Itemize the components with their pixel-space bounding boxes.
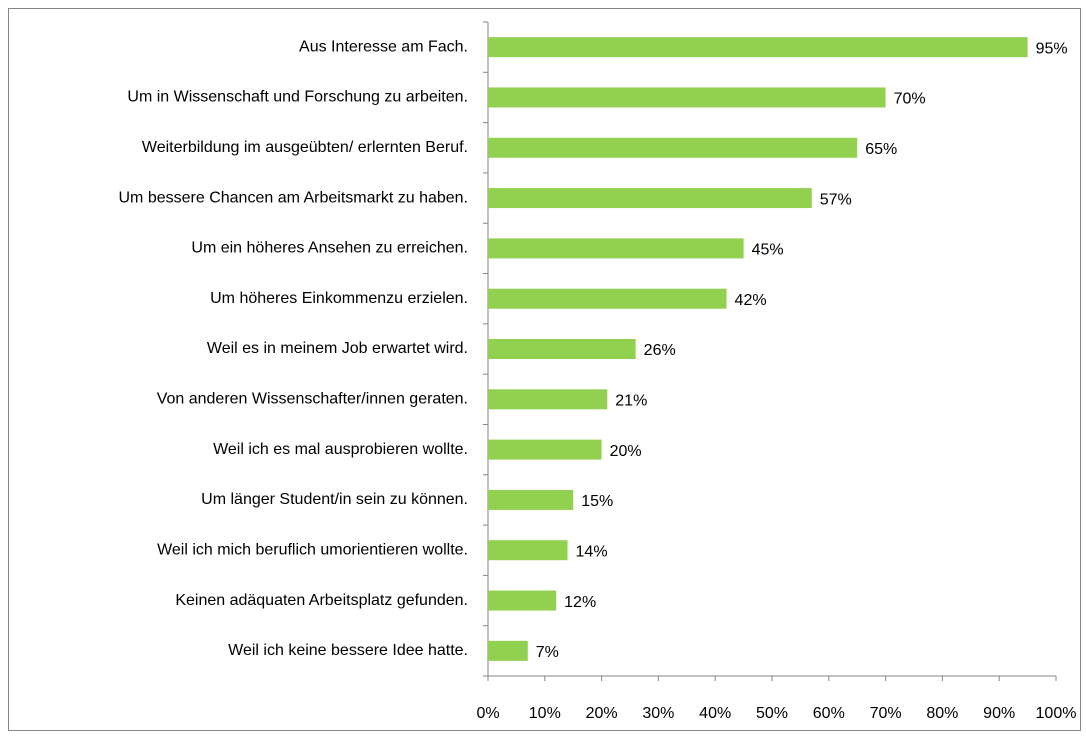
bar xyxy=(488,137,858,158)
bar xyxy=(488,238,744,259)
y-tick-label: Weil ich keine bessere Idee hatte. xyxy=(228,642,468,659)
bar xyxy=(488,37,1028,58)
x-tick-label: 100% xyxy=(1036,705,1077,722)
value-label: 95% xyxy=(1036,40,1068,57)
bar xyxy=(488,87,886,108)
y-tick-label: Weiterbildung im ausgeübten/ erlernten B… xyxy=(142,139,468,156)
x-tick-label: 60% xyxy=(813,705,845,722)
y-tick-label: Um ein höheres Ansehen zu erreichen. xyxy=(191,240,468,257)
x-tick-label: 50% xyxy=(756,705,788,722)
y-tick-label: Um bessere Chancen am Arbeitsmarkt zu ha… xyxy=(119,189,469,206)
y-tick-label: Weil ich mich beruflich umorientieren wo… xyxy=(157,541,468,558)
x-tick-label: 90% xyxy=(983,705,1015,722)
value-label: 20% xyxy=(610,443,642,460)
x-tick-label: 30% xyxy=(642,705,674,722)
value-label: 15% xyxy=(581,493,613,510)
value-label: 65% xyxy=(865,141,897,158)
y-tick-label: Um in Wissenschaft und Forschung zu arbe… xyxy=(127,89,468,106)
y-tick-label: Weil ich es mal ausprobieren wollte. xyxy=(213,441,468,458)
x-tick-label: 70% xyxy=(870,705,902,722)
x-tick-label: 0% xyxy=(476,705,499,722)
value-label: 45% xyxy=(752,242,784,259)
value-label: 57% xyxy=(820,191,852,208)
value-label: 14% xyxy=(576,543,608,560)
x-tick-label: 40% xyxy=(699,705,731,722)
value-label: 7% xyxy=(536,644,559,661)
bar xyxy=(488,288,727,309)
bar xyxy=(488,489,574,510)
value-label: 70% xyxy=(894,91,926,108)
x-tick-label: 10% xyxy=(529,705,561,722)
value-label: 21% xyxy=(615,393,647,410)
chart-border xyxy=(8,8,1081,731)
x-tick-label: 20% xyxy=(586,705,618,722)
x-tick-label: 80% xyxy=(926,705,958,722)
bar xyxy=(488,590,557,611)
value-label: 12% xyxy=(564,594,596,611)
bar xyxy=(488,389,608,410)
value-label: 26% xyxy=(644,342,676,359)
bar xyxy=(488,640,528,661)
y-tick-label: Weil es in meinem Job erwartet wird. xyxy=(207,340,468,357)
y-tick-label: Aus Interesse am Fach. xyxy=(299,38,468,55)
y-tick-label: Um höheres Einkommenzu erzielen. xyxy=(210,290,468,307)
value-label: 42% xyxy=(735,292,767,309)
y-tick-label: Um länger Student/in sein zu können. xyxy=(201,491,468,508)
bar xyxy=(488,339,636,359)
y-tick-label: Von anderen Wissenschafter/innen geraten… xyxy=(157,391,468,408)
bar xyxy=(488,188,812,209)
bar xyxy=(488,439,602,460)
y-tick-label: Keinen adäquaten Arbeitsplatz gefunden. xyxy=(175,592,468,609)
bar xyxy=(488,540,568,561)
